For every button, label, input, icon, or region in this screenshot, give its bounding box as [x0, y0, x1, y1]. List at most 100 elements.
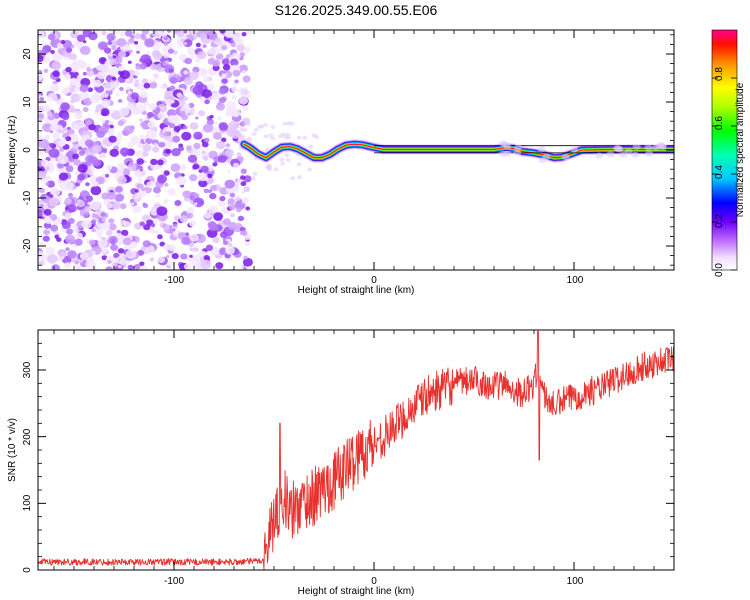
noise-blob [183, 263, 192, 270]
noise-blob [62, 255, 72, 265]
noise-blob [38, 147, 45, 156]
noise-blob [94, 228, 103, 236]
noise-blob [182, 190, 191, 199]
noise-blob [117, 131, 123, 136]
noise-blob [218, 122, 228, 131]
noise-blob [171, 253, 179, 260]
noise-blob [42, 105, 52, 113]
noise-blob [183, 77, 193, 86]
noise-blob [112, 55, 117, 59]
noise-blob [227, 169, 231, 173]
noise-blob [209, 46, 220, 56]
noise-blob [60, 39, 66, 45]
noise-blob [208, 69, 213, 73]
noise-blob [38, 171, 47, 180]
noise-blob [167, 188, 176, 196]
noise-blob [202, 155, 209, 161]
noise-blob [44, 134, 51, 140]
spectrogram-panel: -100 0 100 -20 -10 0 10 20 Height of str… [7, 29, 675, 296]
noise-blob [167, 261, 174, 267]
noise-blob [119, 203, 127, 210]
noise-blob [234, 79, 239, 84]
noise-blob [84, 118, 93, 125]
noise-blob [132, 205, 142, 214]
noise-blob [90, 185, 102, 196]
noise-blob [297, 175, 303, 180]
noise-blob [199, 33, 208, 41]
noise-blob [285, 157, 291, 162]
noise-blob [215, 141, 226, 150]
noise-blob [38, 30, 45, 39]
noise-blob [134, 33, 142, 40]
noise-blob [99, 152, 107, 159]
noise-blob [94, 211, 99, 215]
ridge-halo [538, 157, 547, 164]
noise-blob [149, 257, 155, 262]
noise-blob [189, 122, 199, 130]
noise-blob [242, 105, 249, 111]
noise-blob [101, 255, 108, 261]
noise-blob [225, 246, 235, 255]
noise-blob [109, 148, 119, 157]
noise-blob [81, 219, 92, 229]
noise-blob [203, 188, 209, 194]
noise-blob [114, 193, 124, 202]
noise-blob [83, 214, 88, 219]
noise-blob [43, 56, 51, 63]
noise-blob [213, 132, 222, 140]
noise-blob [145, 245, 155, 254]
noise-blob [68, 70, 79, 80]
noise-blob [157, 234, 163, 240]
noise-blob [92, 79, 102, 88]
ridge-halo [624, 148, 633, 155]
noise-blob [163, 131, 170, 137]
noise-blob [53, 120, 59, 125]
noise-blob [252, 171, 258, 176]
noise-blob [240, 181, 247, 187]
noise-blob [230, 213, 235, 218]
noise-blob [48, 148, 60, 158]
noise-blob [263, 134, 269, 139]
bottom-xtick-label-1: -100 [164, 576, 184, 587]
noise-blob [197, 67, 208, 77]
noise-blob [150, 223, 156, 228]
top-ytick-label-5: 20 [22, 48, 33, 60]
chart-title: S126.2025.349.00.55.E06 [275, 2, 438, 18]
noise-blob [76, 200, 86, 208]
noise-blob [50, 224, 59, 232]
noise-blob [219, 231, 228, 238]
noise-blob [157, 174, 168, 184]
noise-blob [117, 65, 125, 72]
noise-blob [229, 192, 235, 198]
noise-blob [140, 54, 152, 64]
ridge-halo [503, 143, 512, 150]
noise-blob [187, 47, 192, 51]
noise-blob [48, 142, 54, 147]
ridge-halo [632, 143, 641, 150]
noise-blob [64, 73, 71, 80]
noise-blob [147, 103, 157, 111]
noise-blob [53, 133, 59, 137]
noise-blob [242, 75, 251, 83]
noise-blob [83, 40, 87, 44]
noise-blob [201, 150, 206, 154]
spectrogram-ticks [38, 30, 675, 270]
noise-blob [45, 124, 49, 128]
snr-ticks [38, 329, 675, 571]
noise-blob [100, 108, 110, 117]
noise-blob [224, 149, 234, 157]
noise-blob [68, 192, 73, 198]
noise-blob [86, 64, 91, 68]
noise-blob [135, 65, 141, 70]
noise-blob [46, 180, 56, 188]
noise-blob [163, 41, 169, 47]
noise-blob [139, 91, 148, 99]
noise-blob [80, 252, 89, 260]
noise-blob [161, 100, 166, 105]
noise-blob [77, 173, 86, 181]
top-xtick-label-1: -100 [164, 275, 184, 286]
noise-blob [146, 129, 158, 140]
noise-blob [41, 159, 50, 167]
ridge-halo [561, 154, 570, 161]
noise-blob [195, 42, 201, 48]
